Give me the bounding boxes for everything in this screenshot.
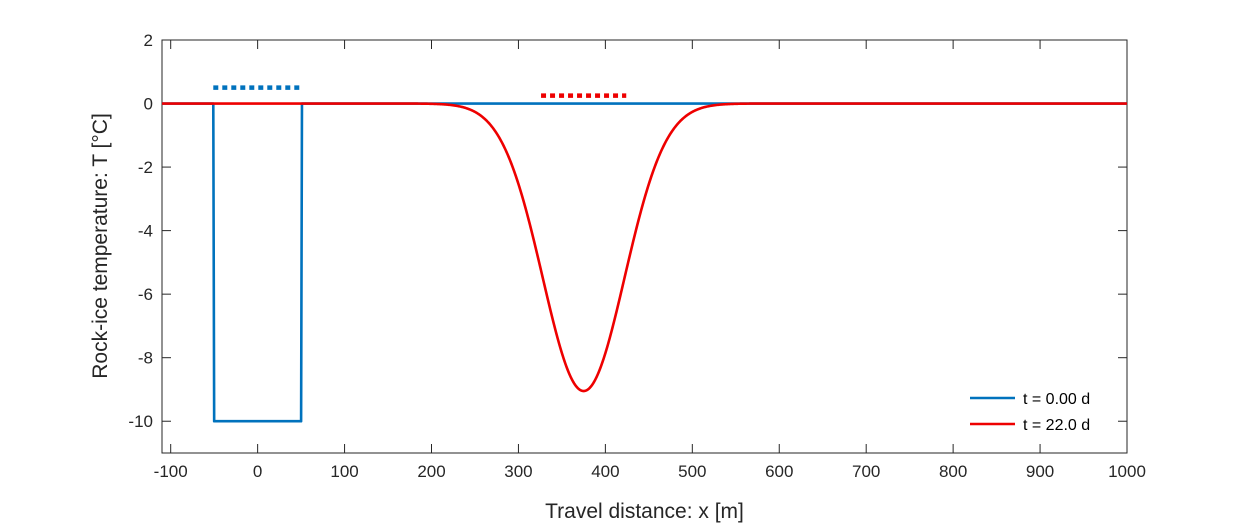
legend: t = 0.00 d t = 22.0 d [970,391,1090,434]
x-tick-label: -100 [154,462,188,481]
legend-label: t = 22.0 d [1023,417,1090,434]
y-tick-label: -4 [138,222,153,241]
x-tick-label: 600 [765,462,793,481]
x-tick-label: 200 [417,462,445,481]
x-tick-label: 900 [1026,462,1054,481]
x-tick-label: 1000 [1108,462,1146,481]
y-axis-ticks: 2 0 -2 -4 -6 -8 -10 [128,31,1127,431]
x-axis-ticks: -100 0 100 200 300 400 500 600 700 800 900 1000 [154,40,1146,481]
plot-area [161,39,1128,454]
marker-layer [213,85,627,98]
y-tick-label: -8 [138,349,153,368]
x-tick-label: 0 [253,462,262,481]
x-tick-label: 700 [852,462,880,481]
x-tick-label: 500 [678,462,706,481]
y-tick-label: -10 [128,412,153,431]
y-tick-label: 0 [144,95,153,114]
y-tick-label: -6 [138,285,153,304]
x-tick-label: 100 [330,462,358,481]
x-tick-label: 300 [504,462,532,481]
y-axis-label: Rock-ice temperature: T [°C] [89,113,112,379]
x-tick-label: 400 [591,462,619,481]
x-axis-label: Travel distance: x [m] [545,500,744,523]
y-tick-label: -2 [138,158,153,177]
series-line-1 [161,102,1128,393]
x-tick-label: 800 [939,462,967,481]
series-line-0 [162,102,1127,423]
legend-label: t = 0.00 d [1023,391,1090,408]
series-layer [161,102,1128,423]
y-tick-label: 2 [144,31,153,50]
